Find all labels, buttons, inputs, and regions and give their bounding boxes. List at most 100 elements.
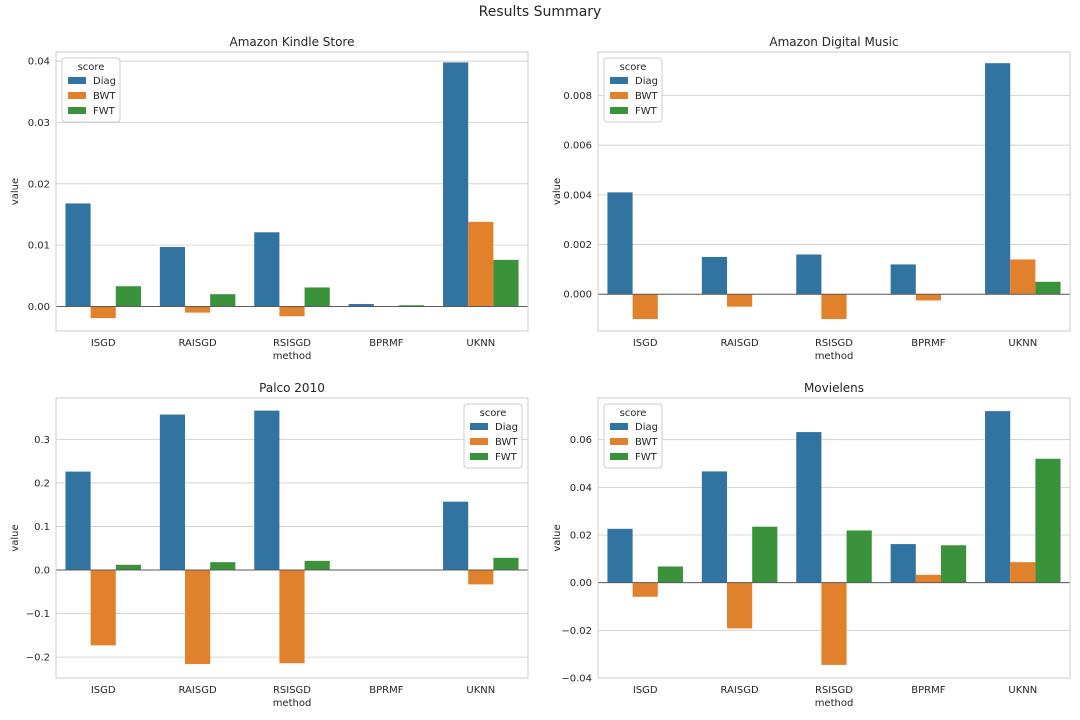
bar-bwt-bprmf (915, 574, 941, 583)
y-tick-label: 0.03 (28, 118, 50, 129)
y-tick-label: 0.02 (570, 531, 592, 542)
x-tick-label: BPRMF (911, 338, 945, 349)
bar-bwt-raisgd (185, 570, 211, 665)
bar-diag-uknn (443, 62, 469, 307)
bar-bwt-raisgd (727, 582, 753, 629)
x-tick-label: RSISGD (815, 338, 853, 349)
y-tick-label: 0.01 (28, 241, 50, 252)
legend-title: score (78, 62, 105, 73)
y-tick-label: 0.00 (28, 302, 50, 313)
legend-label-fwt: FWT (495, 452, 518, 463)
x-tick-label: ISGD (91, 685, 116, 696)
legend-swatch-bwt (610, 92, 628, 99)
y-tick-label: 0.004 (563, 190, 592, 201)
x-tick-label: RAISGD (721, 685, 759, 696)
legend-swatch-diag (610, 423, 628, 430)
legend: score Diag BWT FWT (603, 403, 663, 469)
bar-diag-rsisgd (796, 254, 822, 295)
legend-title: score (480, 408, 507, 419)
bar-bwt-raisgd (185, 306, 211, 313)
bar-diag-uknn (443, 501, 469, 571)
y-tick-label: 0.04 (28, 57, 50, 68)
bar-fwt-raisgd (210, 294, 236, 307)
legend-label-fwt: FWT (635, 106, 658, 117)
bar-diag-uknn (985, 411, 1011, 583)
bar-fwt-bprmf (398, 305, 425, 307)
y-tick-label: 0.0 (34, 566, 50, 577)
bar-fwt-uknn (1035, 458, 1061, 583)
bar-bwt-isgd (90, 570, 116, 646)
bar-bwt-uknn (1010, 259, 1036, 295)
x-tick-label: RAISGD (179, 338, 217, 349)
legend-box (603, 403, 663, 469)
x-axis-label: method (815, 698, 854, 709)
bar-diag-raisgd (701, 256, 728, 295)
bar-fwt-raisgd (210, 562, 236, 571)
legend-swatch-diag (470, 423, 488, 430)
bar-diag-bprmf (890, 544, 916, 583)
y-tick-label: −0.04 (561, 674, 592, 685)
bar-diag-isgd (65, 471, 91, 571)
bar-bwt-rsisgd (821, 582, 847, 665)
figure-title: Results Summary (478, 4, 602, 20)
legend-label-bwt: BWT (93, 91, 116, 102)
y-tick-label: 0.04 (570, 483, 592, 494)
bar-diag-raisgd (159, 246, 186, 307)
axes-frame (55, 51, 529, 332)
subplot-4: −0.04 −0.02 0.00 0.02 0.04 0.06 ISGD RAISGD RSIS… (552, 381, 1071, 709)
y-axis-label: value (552, 178, 563, 205)
bar-diag-bprmf (890, 264, 916, 295)
legend-label-fwt: FWT (635, 452, 658, 463)
x-tick-label: RSISGD (273, 685, 311, 696)
subplot-title: Amazon Digital Music (769, 35, 898, 49)
y-tick-label: −0.2 (26, 653, 50, 664)
bar-bwt-rsisgd (279, 570, 305, 664)
bar-fwt-rsisgd (304, 560, 330, 571)
legend-swatch-fwt (68, 107, 86, 114)
legend-label-diag: Diag (495, 422, 518, 433)
subplot-title: Palco 2010 (259, 381, 325, 395)
legend-box (61, 57, 121, 123)
legend-box (463, 403, 523, 469)
legend-swatch-bwt (470, 438, 488, 445)
y-tick-label: 0.006 (563, 141, 592, 152)
legend-box (603, 57, 663, 123)
x-axis-label: method (273, 698, 312, 709)
y-tick-label: 0.008 (563, 91, 592, 102)
bar-diag-uknn (985, 63, 1011, 295)
bar-diag-isgd (607, 192, 633, 295)
y-tick-label: 0.2 (34, 478, 50, 489)
y-tick-label: 0.06 (570, 435, 592, 446)
bar-diag-rsisgd (254, 410, 280, 571)
bar-fwt-rsisgd (304, 287, 330, 307)
bar-diag-rsisgd (254, 232, 280, 307)
x-tick-label: RSISGD (815, 685, 853, 696)
bar-diag-raisgd (159, 414, 186, 571)
axes-frame (597, 397, 1071, 679)
legend-label-bwt: BWT (495, 437, 518, 448)
legend-label-diag: Diag (635, 422, 658, 433)
bar-fwt-isgd (115, 564, 141, 571)
legend-swatch-diag (610, 77, 628, 84)
x-tick-label: RAISGD (721, 338, 759, 349)
bar-diag-rsisgd (796, 432, 822, 583)
bar-bwt-bprmf (915, 294, 941, 301)
x-tick-label: RAISGD (179, 685, 217, 696)
bar-diag-bprmf (348, 304, 374, 307)
bar-fwt-uknn (1035, 281, 1061, 295)
x-tick-label: RSISGD (273, 338, 311, 349)
x-tick-label: UKNN (466, 685, 495, 696)
x-tick-label: UKNN (1008, 685, 1037, 696)
bar-bwt-raisgd (727, 294, 753, 307)
x-tick-label: BPRMF (369, 685, 403, 696)
bar-fwt-bprmf (940, 545, 967, 583)
legend-swatch-bwt (610, 438, 628, 445)
subplot-2: 0.000 0.002 0.004 0.006 0.008 ISGD RAISGD RSISG… (552, 35, 1071, 362)
legend-swatch-fwt (610, 107, 628, 114)
subplot-1: 0.00 0.01 0.02 0.03 0.04 ISGD RAISGD RSISGD BPRM… (10, 35, 529, 362)
bar-bwt-uknn (1010, 562, 1036, 583)
x-axis-label: method (273, 351, 312, 362)
bar-bwt-isgd (632, 294, 658, 320)
y-tick-label: −0.02 (561, 626, 592, 637)
axes-frame (597, 51, 1071, 332)
